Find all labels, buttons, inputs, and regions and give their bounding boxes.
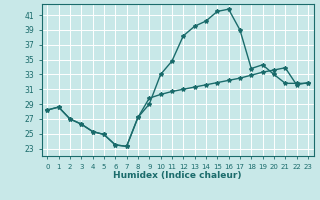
X-axis label: Humidex (Indice chaleur): Humidex (Indice chaleur) <box>113 171 242 180</box>
